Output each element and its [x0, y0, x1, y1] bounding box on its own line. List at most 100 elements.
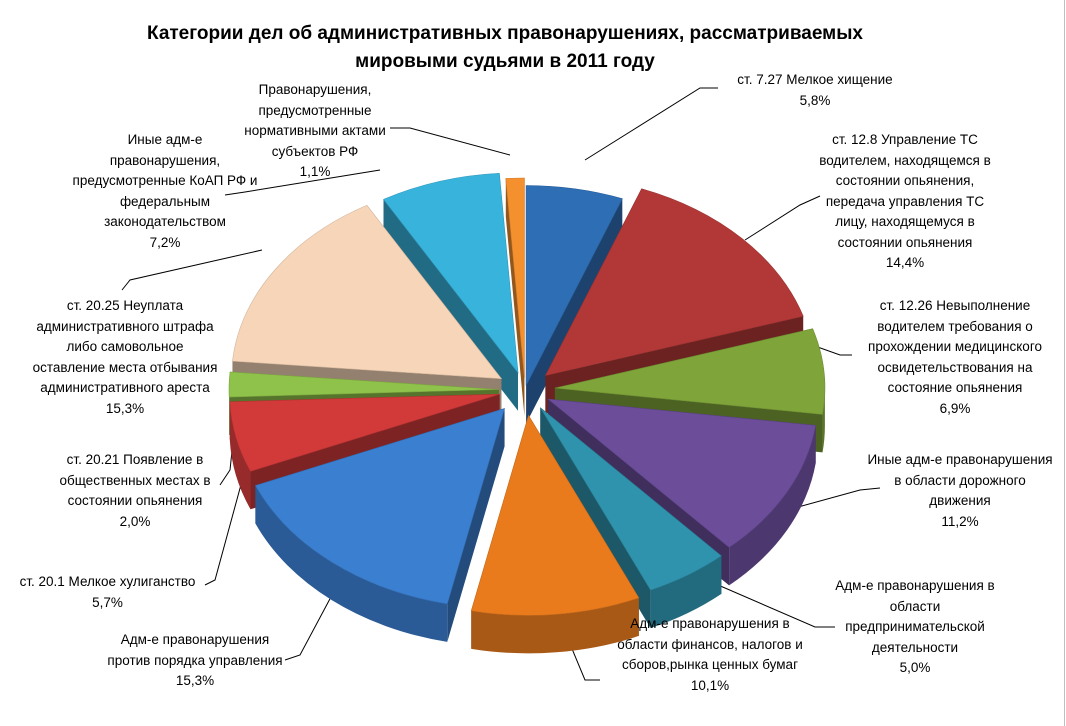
leader-line-4	[779, 487, 881, 513]
data-label-10-line-1: ст. 20.25 Неуплата	[66, 298, 184, 313]
data-label-9-value: 2,0%	[119, 513, 151, 529]
pie-slice-7-top	[254, 407, 505, 605]
pie-slice-6-top	[470, 414, 640, 616]
pie-slice-5-rim-1	[650, 555, 722, 629]
pie-slice-5-top	[540, 407, 722, 591]
leader-line-1	[584, 87, 718, 161]
pie-slice-11-top	[383, 172, 519, 374]
pie-slice-1-top	[525, 185, 623, 386]
chart-border	[1064, 0, 1065, 726]
leader-line-7	[284, 579, 341, 661]
data-label-11: Иные адм-е правонарушения, предусмотренные…	[50, 130, 280, 253]
pie-slice-6-rim-1	[471, 597, 639, 654]
leader-line-5	[694, 574, 835, 628]
data-label-10-line-4: оставление места отбывания	[32, 359, 218, 375]
data-label-4-line-2: в области дорожного	[894, 472, 1026, 488]
pie-slice-7	[254, 407, 505, 642]
leader-line-3	[811, 344, 852, 356]
data-label-3-line-4: освидетельствования на	[877, 359, 1033, 375]
data-label-9-line-1: ст. 20.21 Появление в	[66, 452, 204, 467]
data-label-12-line-3: нормативными актами	[244, 123, 386, 138]
data-label-7: Адм-е правонарушения против порядка управ…	[80, 630, 310, 692]
leader-line-2	[744, 195, 821, 241]
data-label-9-line-2: общественных местах в	[59, 472, 211, 488]
data-label-8-line-1: ст. 20.1 Мелкое хулиганство	[19, 574, 196, 589]
pie-slice-2-top	[544, 188, 804, 377]
data-label-5-line-3: предпринимательской	[845, 619, 985, 634]
data-label-6-line-1: Адм-е правонарушения в	[630, 616, 790, 631]
data-label-6-value: 10,1%	[690, 677, 730, 693]
data-label-11-value: 7,2%	[149, 234, 181, 250]
pie-slice-7-rim-1	[255, 485, 448, 642]
data-label-4-line-1: Иные адм-е правонарушения	[867, 452, 1053, 467]
leader-line-12	[390, 127, 511, 156]
data-label-2: ст. 12.8 Управление ТС водителем, находящ…	[780, 130, 1030, 274]
data-label-2-line-2: водителем, находящемся в	[819, 152, 991, 168]
data-label-10-value: 15,3%	[105, 400, 145, 416]
data-label-10-line-3: либо самовольное	[66, 339, 184, 354]
data-label-5-line-1: Адм-е правонарушения в	[835, 578, 995, 593]
data-label-12-line-2: предусмотренные	[258, 102, 372, 118]
data-label-10-line-5: административного ареста	[40, 380, 210, 395]
pie-slice-12	[505, 177, 525, 417]
data-label-1: ст. 7.27 Мелкое хищение 5,8%	[700, 70, 930, 111]
data-label-7-value: 15,3%	[175, 673, 215, 688]
pie-slice-12-top	[505, 177, 525, 379]
data-label-2-line-4: передача управления ТС	[825, 193, 985, 209]
data-label-2-value: 14,4%	[885, 255, 925, 270]
chart-title-line-1: Категории дел об административных правон…	[146, 23, 863, 44]
leader-line-11	[224, 169, 381, 196]
data-label-11-line-5: законодательством	[104, 214, 226, 229]
data-label-3-line-2: водителем требования о	[877, 318, 1033, 334]
data-label-3-value: 6,9%	[939, 400, 971, 416]
data-label-12: Правонарушения, предусмотренные нормативны…	[215, 80, 415, 183]
data-label-3-line-5: состояние опьянения	[887, 380, 1023, 395]
pie-slice-8-top	[229, 393, 500, 472]
pie-slice-12-wall-1	[505, 178, 525, 417]
data-label-4: Иные адм-е правонарушения в области дорож…	[860, 450, 1060, 532]
data-label-4-line-3: движения	[929, 493, 991, 508]
data-label-1-line-1: ст. 7.27 Мелкое хищение	[737, 72, 893, 87]
data-label-10: ст. 20.25 Неуплата административного штра…	[10, 296, 240, 419]
data-label-3-line-1: ст. 12.26 Невыполнение	[879, 298, 1031, 313]
chart-title-line-2: мировыми судьями в 2011 году	[355, 51, 655, 72]
data-label-2-line-6: состоянии опьянения	[837, 234, 973, 250]
data-label-12-line-1: Правонарушения,	[258, 82, 372, 97]
data-label-12-value: 1,1%	[299, 164, 331, 179]
data-label-7-line-1: Адм-е правонарушения	[120, 632, 270, 647]
data-label-11-line-2: правонарушения,	[109, 152, 221, 168]
data-label-5-line-4: деятельности	[871, 639, 959, 655]
pie-slice-7-wall-1	[447, 408, 505, 642]
data-label-6-line-2: области финансов, налогов и	[617, 636, 803, 652]
pie-slice-3-top	[554, 328, 826, 415]
data-label-3-line-3: прохождении медицинского	[868, 339, 1042, 354]
pie-slice-6	[470, 414, 640, 654]
data-label-5-value: 5,0%	[899, 660, 931, 675]
pie-slice-4-rim-1	[729, 425, 816, 586]
data-label-10-line-2: административного штрафа	[36, 318, 214, 334]
data-label-2-line-1: ст. 12.8 Управление ТС	[832, 132, 978, 147]
data-label-9: ст. 20.21 Появление в общественных местах…	[20, 450, 250, 532]
data-label-2-line-5: лицу, находящемуся в	[835, 214, 975, 229]
chart-title: Категории дел об административных правон…	[60, 20, 950, 76]
data-label-5-line-2: области	[889, 598, 941, 614]
data-label-12-line-4: субъектов РФ	[271, 143, 359, 159]
data-label-7-line-2: против порядка управления	[107, 652, 283, 668]
data-label-6: Адм-е правонарушения в области финансов, …	[590, 614, 830, 696]
pie-slice-9-top	[228, 371, 500, 398]
leader-line-10	[121, 249, 263, 291]
data-label-2-line-3: состоянии опьянения,	[835, 173, 975, 188]
data-label-11-line-4: федеральным	[119, 193, 211, 209]
pie-slice-10-top	[232, 204, 503, 380]
data-label-1-value: 5,8%	[799, 92, 831, 108]
data-label-4-value: 11,2%	[941, 513, 979, 529]
data-label-11-line-1: Иные адм-е	[127, 132, 203, 147]
data-label-8-value: 5,7%	[92, 594, 123, 610]
data-label-9-line-3: состоянии опьянения	[67, 493, 203, 508]
data-label-6-line-3: сборов,рынка ценных бумаг	[621, 657, 798, 672]
leader-line-8	[204, 469, 246, 586]
pie-slice-8-rim-1	[229, 401, 251, 510]
data-label-3: ст. 12.26 Невыполнение водителем требован…	[845, 296, 1065, 419]
